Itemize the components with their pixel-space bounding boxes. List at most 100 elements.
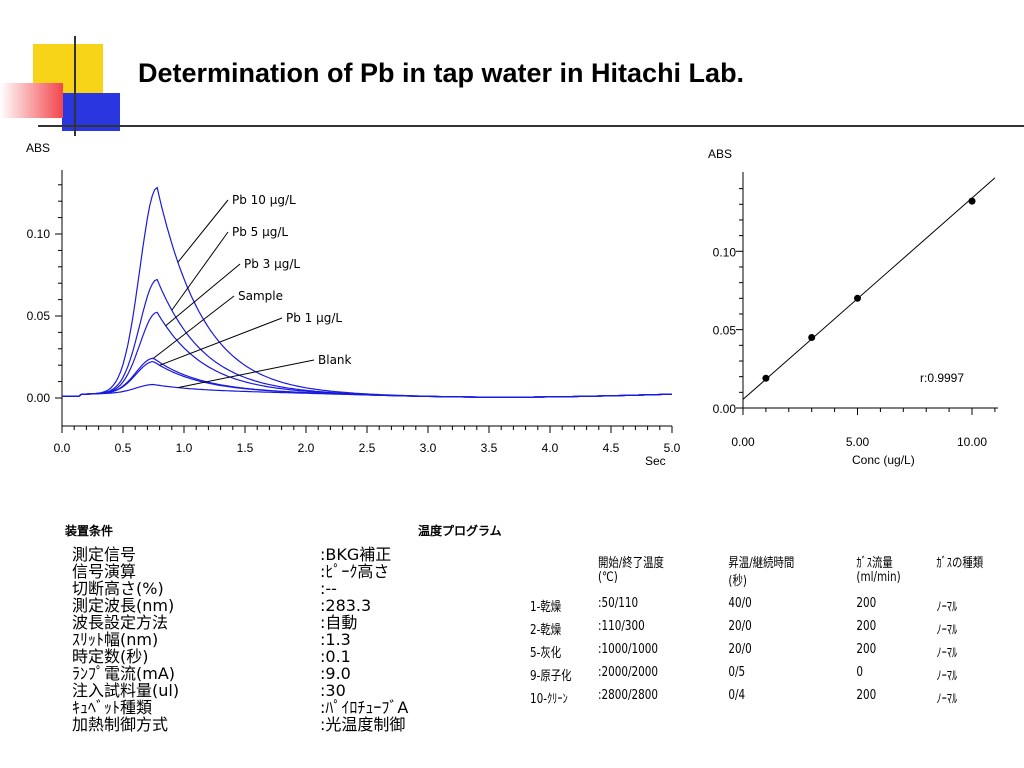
condition-row: 波長設定方法:自動 (72, 614, 408, 631)
program-cell: :2000/2000 (598, 665, 658, 680)
program-cell: :50/110 (598, 596, 639, 611)
condition-value: :-- (320, 579, 337, 598)
condition-value: :ﾋﾟｰｸ高さ (320, 562, 390, 581)
x-tick-label: 2.5 (359, 441, 376, 455)
program-row: 9-原子化 :2000/2000 0/5 0 ﾉｰﾏﾙ (530, 665, 1016, 688)
x-tick-label: 1.0 (176, 441, 193, 455)
program-header-row: (℃) (秒) (ml/min) (530, 570, 1016, 589)
program-cell: ﾉｰﾏﾙ (936, 692, 958, 707)
condition-row: 切断高さ(%) :-- (72, 580, 408, 597)
program-row: 2-乾燥:110/300 20/0 200 ﾉｰﾏﾙ (530, 619, 1016, 642)
series-label: Blank (318, 353, 352, 367)
condition-key: 測定信号 (72, 545, 137, 564)
series-label: Pb 3 μg/L (244, 257, 300, 271)
fit-line (742, 177, 996, 400)
condition-key: ｽﾘｯﾄ幅(nm) (72, 630, 159, 649)
program-cell: ﾉｰﾏﾙ (936, 600, 958, 615)
program-cell: (℃) (598, 570, 618, 585)
condition-key: ﾗﾝﾌﾟ電流(mA) (72, 664, 176, 683)
program-cell: ﾉｰﾏﾙ (936, 669, 958, 684)
series-label: Sample (238, 289, 283, 303)
deco-blue-square (62, 93, 120, 131)
y-tick-label: 0.00 (713, 402, 737, 416)
program-cell: :110/300 (598, 619, 645, 634)
series-label: Pb 5 μg/L (232, 225, 288, 239)
program-row: 5-灰化:1000/1000 20/0 200 ﾉｰﾏﾙ (530, 642, 1016, 665)
slide-title: Determination of Pb in tap water in Hita… (138, 58, 745, 88)
data-point-1 (808, 333, 816, 341)
program-cell: 9-原子化 (530, 669, 572, 684)
series-label: Pb 1 μg/L (286, 311, 342, 325)
program-cell: 20/0 (728, 619, 752, 634)
condition-value: :0.1 (320, 647, 351, 666)
condition-row: 信号演算 :ﾋﾟｰｸ高さ (72, 563, 408, 580)
x-tick-label: 0.5 (115, 441, 132, 455)
condition-value: :光温度制御 (320, 715, 406, 734)
series-leader-line-5 (177, 359, 315, 389)
x-tick-label: 10.00 (957, 435, 987, 449)
program-cell: ｶﾞｽの種類 (936, 556, 984, 571)
y-tick-label: 0.05 (27, 309, 51, 323)
program-cell: ﾉｰﾏﾙ (936, 623, 958, 638)
program-cell: 昇温/継続時間 (728, 556, 795, 571)
program-cell: 0/5 (728, 665, 746, 680)
program-cell: (秒) (728, 574, 747, 589)
series-leader-line-3 (153, 295, 235, 359)
series-leader-line-0 (177, 199, 229, 263)
x-tick-label: 5.0 (664, 441, 681, 455)
condition-value: :ﾊﾟｲﾛﾁｭｰﾌﾞA (320, 698, 409, 717)
program-cell: 開始/終了温度 (598, 556, 664, 571)
y-tick-label: 0.05 (713, 324, 737, 338)
condition-key: 切断高さ(%) (72, 579, 164, 598)
x-axis-label: Conc (ug/L) (852, 453, 915, 467)
condition-row: 加熱制御方式 :光温度制御 (72, 716, 408, 733)
x-tick-label: 3.0 (420, 441, 437, 455)
x-tick-label: 4.0 (542, 441, 559, 455)
program-cell: 5-灰化 (530, 646, 562, 661)
deco-horizontal-rule (38, 125, 1024, 127)
condition-row: 注入試料量(ul) :30 (72, 682, 408, 699)
program-cell: 200 (856, 642, 877, 657)
program-cell: ﾉｰﾏﾙ (936, 646, 958, 661)
condition-value: :30 (320, 681, 346, 700)
data-point-0 (762, 374, 770, 382)
x-tick-label: 0.00 (731, 435, 755, 449)
program-cell (936, 570, 1016, 588)
y-tick-label: 0.10 (713, 245, 737, 259)
condition-row: 測定波長(nm):283.3 (72, 597, 408, 614)
condition-key: ｷｭﾍﾞｯﾄ種類 (72, 698, 153, 717)
y-tick-label: 0.00 (27, 391, 51, 405)
conditions-heading: 装置条件 (65, 524, 114, 538)
x-tick-label: 0.0 (54, 441, 71, 455)
program-cell: :2800/2800 (598, 688, 658, 703)
series-leader-line-2 (165, 263, 241, 327)
condition-value: :9.0 (320, 664, 351, 683)
y-axis-label: ABS (708, 147, 732, 161)
condition-value: :自動 (320, 613, 358, 632)
condition-key: 信号演算 (72, 562, 137, 581)
x-tick-label: 1.5 (237, 441, 254, 455)
condition-key: 加熱制御方式 (72, 715, 169, 734)
program-cell: 10-ｸﾘｰﾝ (530, 692, 568, 707)
x-tick-label: 4.5 (603, 441, 620, 455)
condition-row: 測定信号:BKG補正 (72, 546, 408, 563)
program-cell: ｶﾞｽ流量 (856, 556, 893, 571)
y-tick-label: 0.10 (27, 227, 51, 241)
program-cell (530, 570, 598, 588)
x-tick-label: 5.00 (846, 435, 870, 449)
correlation-label: r:0.9997 (920, 371, 964, 385)
data-point-2 (854, 294, 861, 302)
program-cell: 0/4 (728, 688, 746, 703)
series-leader-line-1 (171, 231, 229, 311)
program-cell (530, 552, 598, 570)
program-cell: 0 (856, 665, 864, 680)
condition-row: ﾗﾝﾌﾟ電流(mA) :9.0 (72, 665, 408, 682)
deco-red-square (0, 83, 63, 118)
condition-key: 注入試料量(ul) (72, 681, 180, 700)
x-axis-label: Sec (645, 454, 666, 468)
program-row: 1-乾燥:50/110 40/0 200 ﾉｰﾏﾙ (530, 596, 1016, 619)
program-cell: 2-乾燥 (530, 623, 562, 638)
program-cell: 40/0 (728, 596, 752, 611)
